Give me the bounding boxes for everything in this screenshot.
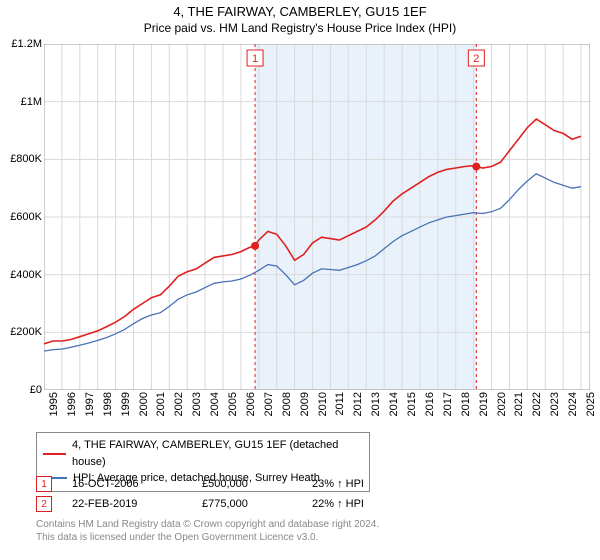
ytick-label: £400K bbox=[2, 269, 42, 281]
xtick-label: 2009 bbox=[299, 392, 311, 416]
ytick-label: £800K bbox=[2, 153, 42, 165]
svg-text:1: 1 bbox=[252, 53, 258, 65]
xtick-label: 2013 bbox=[370, 392, 382, 416]
marker-date: 16-OCT-2006 bbox=[72, 478, 202, 490]
footer: Contains HM Land Registry data © Crown c… bbox=[36, 518, 379, 544]
xtick-label: 2006 bbox=[245, 392, 257, 416]
marker-badge-2: 2 bbox=[36, 496, 52, 512]
ytick-label: £1M bbox=[2, 96, 42, 108]
marker-pct: 23% ↑ HPI bbox=[312, 478, 412, 490]
marker-pct: 22% ↑ HPI bbox=[312, 498, 412, 510]
xtick-label: 2001 bbox=[155, 392, 167, 416]
marker-badge-1: 1 bbox=[36, 476, 52, 492]
xtick-label: 1997 bbox=[84, 392, 96, 416]
xtick-label: 1998 bbox=[102, 392, 114, 416]
legend-swatch-series-1 bbox=[43, 453, 66, 455]
xtick-label: 1996 bbox=[66, 392, 78, 416]
ytick-label: £1.2M bbox=[2, 38, 42, 50]
xtick-label: 1999 bbox=[120, 392, 132, 416]
marker-price: £775,000 bbox=[202, 498, 312, 510]
xtick-label: 2020 bbox=[496, 392, 508, 416]
chart-svg: 12 bbox=[44, 44, 590, 390]
footer-line: Contains HM Land Registry data © Crown c… bbox=[36, 518, 379, 531]
marker-table: 1 16-OCT-2006 £500,000 23% ↑ HPI 2 22-FE… bbox=[36, 474, 412, 514]
xtick-label: 2004 bbox=[209, 392, 221, 416]
xtick-label: 2010 bbox=[317, 392, 329, 416]
marker-date: 22-FEB-2019 bbox=[72, 498, 202, 510]
chart-area: 12 bbox=[44, 44, 590, 390]
xtick-label: 1995 bbox=[48, 392, 60, 416]
xtick-label: 2008 bbox=[281, 392, 293, 416]
xtick-label: 2000 bbox=[138, 392, 150, 416]
svg-text:2: 2 bbox=[473, 53, 479, 65]
xtick-label: 2025 bbox=[585, 392, 597, 416]
ytick-label: £200K bbox=[2, 326, 42, 338]
xtick-label: 2002 bbox=[173, 392, 185, 416]
xtick-label: 2019 bbox=[478, 392, 490, 416]
xtick-label: 2016 bbox=[424, 392, 436, 416]
marker-row: 2 22-FEB-2019 £775,000 22% ↑ HPI bbox=[36, 494, 412, 514]
xtick-label: 2003 bbox=[191, 392, 203, 416]
xtick-label: 2005 bbox=[227, 392, 239, 416]
xtick-label: 2022 bbox=[531, 392, 543, 416]
xtick-label: 2007 bbox=[263, 392, 275, 416]
chart-container: 4, THE FAIRWAY, CAMBERLEY, GU15 1EF Pric… bbox=[0, 0, 600, 560]
xtick-label: 2014 bbox=[388, 392, 400, 416]
xtick-label: 2024 bbox=[567, 392, 579, 416]
marker-row: 1 16-OCT-2006 £500,000 23% ↑ HPI bbox=[36, 474, 412, 494]
footer-line: This data is licensed under the Open Gov… bbox=[36, 531, 379, 544]
xtick-label: 2015 bbox=[406, 392, 418, 416]
xtick-label: 2021 bbox=[513, 392, 525, 416]
marker-price: £500,000 bbox=[202, 478, 312, 490]
xtick-label: 2017 bbox=[442, 392, 454, 416]
xtick-label: 2023 bbox=[549, 392, 561, 416]
chart-title: 4, THE FAIRWAY, CAMBERLEY, GU15 1EF bbox=[0, 0, 600, 19]
chart-subtitle: Price paid vs. HM Land Registry's House … bbox=[0, 19, 600, 35]
xtick-label: 2011 bbox=[334, 392, 346, 416]
xtick-label: 2012 bbox=[352, 392, 364, 416]
xtick-label: 2018 bbox=[460, 392, 472, 416]
legend-row: 4, THE FAIRWAY, CAMBERLEY, GU15 1EF (det… bbox=[43, 437, 363, 470]
legend-label: 4, THE FAIRWAY, CAMBERLEY, GU15 1EF (det… bbox=[72, 437, 363, 470]
ytick-label: £0 bbox=[2, 384, 42, 396]
ytick-label: £600K bbox=[2, 211, 42, 223]
